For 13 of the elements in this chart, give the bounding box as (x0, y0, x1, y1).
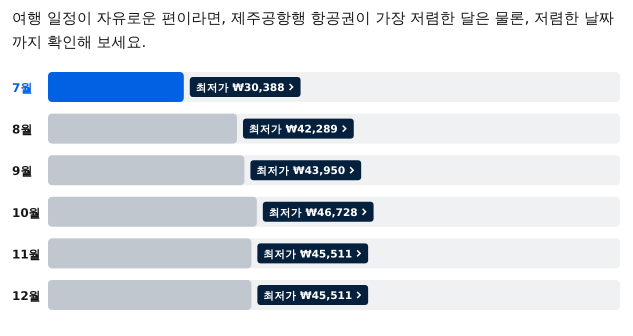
data-label: 최저가 ₩46,728 (268, 206, 358, 219)
y-tick-label: 7월 (12, 81, 32, 95)
data-label: 최저가 ₩30,388 (196, 82, 285, 94)
data-label: 최저가 ₩43,950 (256, 165, 346, 178)
data-label: 최저가 ₩42,289 (248, 124, 338, 136)
data-label: 최저가 ₩45,511 (263, 248, 352, 260)
chart-title: 여행 일정이 자유로운 편이라면, 제주공항행 항공권이 가장 저렴한 달은 물론, 저렴한 날짜까지 확인해 보세요. (12, 8, 615, 53)
y-tick-label: 10월 (12, 206, 41, 220)
y-tick-label: 12월 (12, 289, 41, 303)
y-tick-label: 9월 (12, 164, 32, 178)
y-tick-label: 8월 (12, 122, 32, 137)
y-tick-label: 11월 (12, 247, 41, 262)
data-label: 최저가 ₩45,511 (263, 290, 352, 302)
